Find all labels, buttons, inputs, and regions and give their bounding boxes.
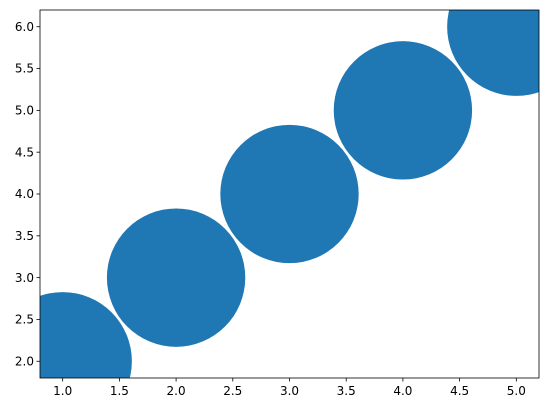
scatter-point (447, 10, 539, 96)
x-tick-label: 3.5 (337, 384, 356, 398)
scatter-point (40, 292, 132, 378)
y-tick-label: 4.5 (15, 145, 34, 159)
x-tick-label: 4.5 (450, 384, 469, 398)
x-tick-label: 5.0 (507, 384, 526, 398)
x-tick-label: 1.5 (110, 384, 129, 398)
y-tick-label: 5.5 (15, 62, 34, 76)
x-tick-label: 2.0 (167, 384, 186, 398)
scatter-point (333, 41, 473, 180)
y-tick-label: 5.0 (15, 104, 34, 118)
scatter-point (106, 208, 246, 347)
y-tick-label: 2.0 (15, 354, 34, 368)
y-tick-label: 2.5 (15, 313, 34, 327)
x-tick-label: 2.5 (223, 384, 242, 398)
axes: 1.0 1.5 2.0 2.5 3.0 3.5 4.0 4.5 5.0 2.0 2.5 3.0 3.5 4… (15, 9, 540, 398)
x-tick-label: 3.0 (280, 384, 299, 398)
y-tick-label: 3.0 (15, 271, 34, 285)
x-tick-label: 4.0 (393, 384, 412, 398)
y-tick-label: 4.0 (15, 187, 34, 201)
y-tick-label: 6.0 (15, 20, 34, 34)
y-tick-label: 3.5 (15, 229, 34, 243)
x-tick-label: 1.0 (53, 384, 72, 398)
scatter-point (220, 124, 359, 264)
